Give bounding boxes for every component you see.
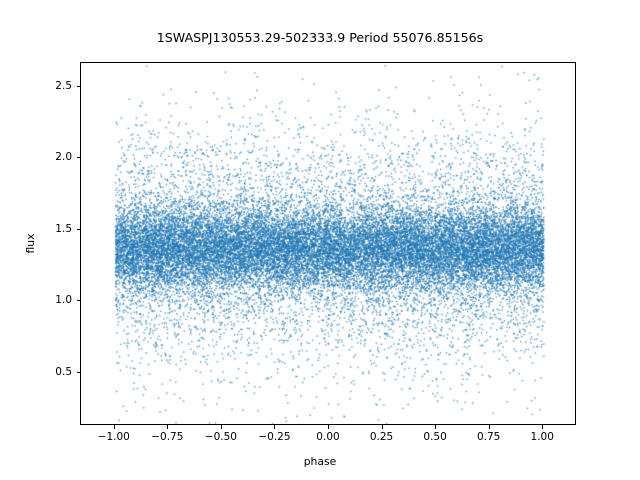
x-axis-label: phase [303, 455, 337, 468]
y-tick-label: 2.5 [55, 79, 72, 92]
x-tick-mark [167, 425, 169, 429]
y-tick-mark [76, 228, 80, 230]
x-tick-label: −0.50 [204, 431, 237, 443]
y-tick-label: 1.0 [55, 294, 72, 307]
x-tick-mark [328, 425, 329, 429]
x-tick-label: 1.00 [530, 431, 554, 443]
scatter-plot-canvas [81, 63, 575, 424]
x-tick-mark [381, 425, 383, 429]
x-tick-mark [435, 425, 437, 429]
x-tick-label: −0.75 [151, 431, 184, 443]
x-tick-label: 0.25 [369, 431, 394, 443]
x-tick-label: 0.50 [423, 431, 447, 443]
plot-axes [80, 62, 576, 425]
x-tick-label: −0.25 [258, 431, 291, 443]
x-tick-mark [113, 425, 115, 429]
y-axis-label: flux [24, 233, 37, 254]
page-title: 1SWASPJ130553.29-502333.9 Period 55076.8… [156, 30, 484, 45]
x-tick-label: 0.75 [476, 431, 501, 443]
x-tick-mark [274, 425, 276, 429]
x-tick-label: 0.00 [316, 431, 340, 443]
y-tick-mark [76, 157, 80, 159]
y-tick-label: 0.5 [55, 365, 72, 378]
y-tick-mark [76, 371, 80, 373]
y-tick-label: 2.0 [55, 151, 72, 164]
x-tick-mark [542, 425, 544, 429]
x-tick-label: −1.00 [97, 431, 130, 443]
y-tick-mark [76, 300, 80, 302]
x-tick-mark [220, 425, 222, 429]
x-tick-mark [488, 425, 490, 429]
y-tick-label: 1.5 [55, 222, 72, 235]
y-tick-mark [76, 85, 80, 87]
